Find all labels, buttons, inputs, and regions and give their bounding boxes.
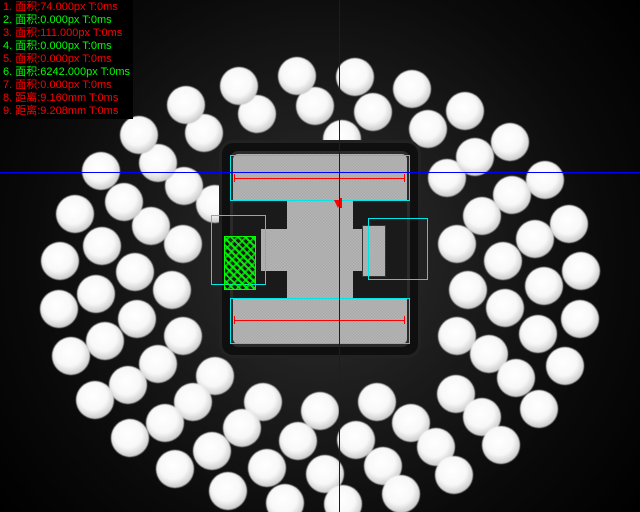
- led-dot: [209, 472, 247, 510]
- led-dot: [77, 275, 115, 313]
- roi-box[interactable]: [368, 218, 428, 280]
- dimension-cap: [234, 316, 235, 324]
- led-dot: [484, 242, 522, 280]
- led-dot: [40, 290, 78, 328]
- inspection-viewport: 1. 面积:74.000px T:0ms2. 面积:0.000px T:0ms3…: [0, 0, 640, 512]
- led-dot: [116, 253, 154, 291]
- detected-region: [224, 236, 256, 290]
- led-dot: [248, 449, 286, 487]
- led-dot: [105, 183, 143, 221]
- dimension-line: [234, 320, 404, 321]
- crosshair-horizontal: [0, 172, 640, 173]
- measurement-row: 9. 距离:9.208mm T:0ms: [3, 105, 130, 118]
- led-dot: [382, 475, 420, 512]
- dimension-cap: [234, 174, 235, 182]
- dimension-cap: [404, 174, 405, 182]
- led-dot: [56, 195, 94, 233]
- led-dot: [525, 267, 563, 305]
- led-dot: [278, 57, 316, 95]
- led-dot: [486, 289, 524, 327]
- measurement-row: 2. 面积:0.000px T:0ms: [3, 14, 130, 27]
- led-dot: [562, 252, 600, 290]
- led-dot: [491, 123, 529, 161]
- led-dot: [52, 337, 90, 375]
- measurement-row: 3. 面积:111.000px T:0ms: [3, 27, 130, 40]
- led-dot: [146, 404, 184, 442]
- led-dot: [550, 205, 588, 243]
- led-dot: [456, 138, 494, 176]
- led-dot: [354, 93, 392, 131]
- led-dot: [358, 383, 396, 421]
- led-dot: [446, 92, 484, 130]
- led-dot: [220, 67, 258, 105]
- led-dot: [516, 220, 554, 258]
- led-dot: [120, 116, 158, 154]
- led-dot: [76, 381, 114, 419]
- measurement-row: 1. 面积:74.000px T:0ms: [3, 1, 130, 14]
- dimension-cap: [404, 316, 405, 324]
- measurement-row: 4. 面积:0.000px T:0ms: [3, 40, 130, 53]
- crosshair-vertical: [339, 0, 340, 512]
- led-dot: [493, 176, 531, 214]
- marker-tick-icon: [340, 198, 342, 208]
- led-dot: [164, 225, 202, 263]
- measurement-row: 5. 面积:0.000px T:0ms: [3, 53, 130, 66]
- led-dot: [519, 315, 557, 353]
- led-dot: [153, 271, 191, 309]
- led-dot: [393, 70, 431, 108]
- led-dot: [546, 347, 584, 385]
- led-dot: [449, 271, 487, 309]
- led-dot: [561, 300, 599, 338]
- measurement-row: 8. 距离:9.160mm T:0ms: [3, 92, 130, 105]
- dimension-line: [234, 178, 404, 179]
- led-dot: [520, 390, 558, 428]
- led-dot: [526, 161, 564, 199]
- measurement-readout: 1. 面积:74.000px T:0ms2. 面积:0.000px T:0ms3…: [0, 0, 133, 119]
- led-dot: [435, 456, 473, 494]
- measurement-row: 7. 面积:0.000px T:0ms: [3, 79, 130, 92]
- led-dot: [266, 484, 304, 512]
- led-dot: [279, 422, 317, 460]
- measurement-row: 6. 面积:6242.000px T:0ms: [3, 66, 130, 79]
- roi-box[interactable]: [230, 298, 410, 344]
